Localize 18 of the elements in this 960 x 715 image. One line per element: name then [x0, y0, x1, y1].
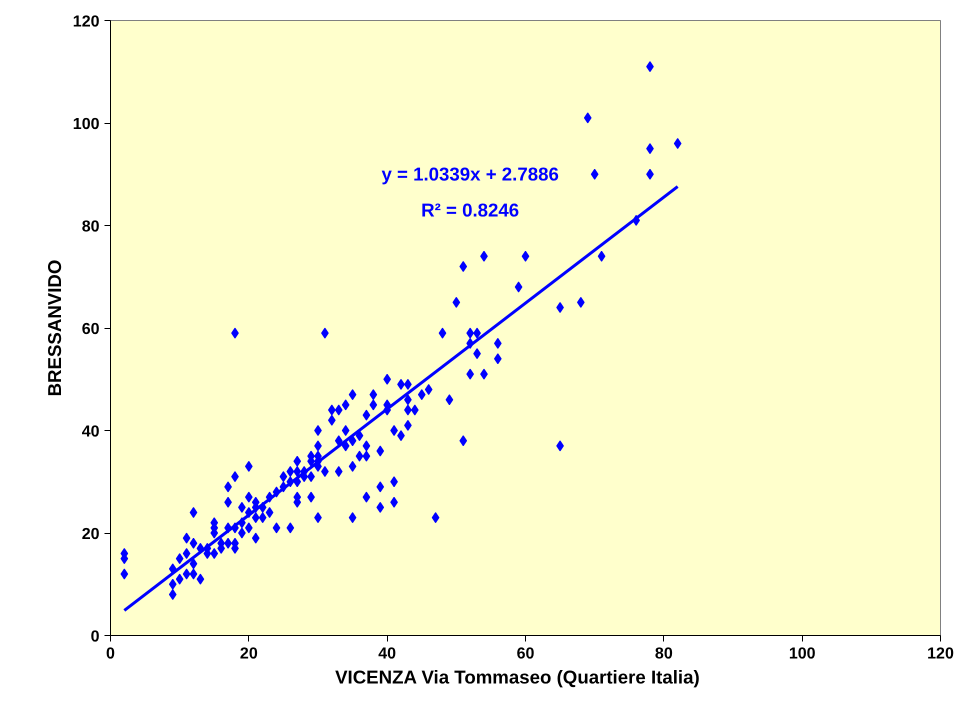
- x-axis-title: VICENZA Via Tommaseo (Quartiere Italia): [335, 666, 700, 688]
- y-tick-label: 120: [72, 14, 100, 30]
- y-axis-title: BRESSANVIDO: [44, 260, 65, 396]
- y-tick-label: 0: [90, 628, 100, 646]
- annotation: y = 1.0339x + 2.7886: [381, 164, 559, 184]
- y-tick-label: 80: [82, 218, 100, 236]
- x-tick-label: 20: [240, 646, 258, 662]
- x-tick-label: 120: [927, 646, 954, 662]
- y-tick-label: 20: [82, 526, 100, 543]
- x-tick-label: 80: [654, 646, 673, 662]
- y-tick-label: 100: [72, 116, 100, 133]
- y-tick-label: 60: [82, 321, 100, 338]
- y-tick-label: 40: [82, 424, 100, 440]
- annotation: R² = 0.8246: [421, 199, 520, 220]
- x-tick-label: 100: [788, 646, 816, 662]
- x-tick-label: 40: [378, 646, 396, 662]
- x-tick-label: 0: [106, 646, 116, 662]
- x-tick-label: 60: [516, 646, 534, 662]
